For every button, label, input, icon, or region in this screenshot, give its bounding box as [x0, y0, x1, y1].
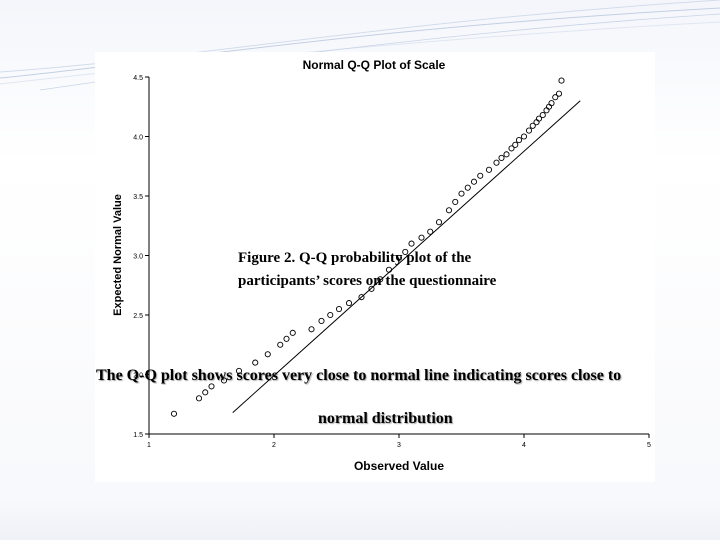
data-point — [327, 311, 334, 319]
reference-line-group — [232, 100, 581, 413]
data-point — [377, 276, 384, 283]
data-point — [545, 103, 553, 110]
x-tick-label: 3 — [397, 442, 401, 449]
x-axis-label: Observed Value — [354, 459, 444, 473]
data-point — [368, 285, 375, 292]
data-point — [289, 329, 296, 336]
chart-title: Normal Q-Q Plot of Scale — [303, 58, 446, 72]
y-tick-label: 2.0 — [133, 373, 143, 380]
data-point — [548, 100, 555, 107]
qq-plot: Normal Q-Q Plot of Scale Expected Normal… — [112, 58, 651, 473]
slide-footer-band — [0, 500, 720, 540]
data-point — [395, 254, 403, 261]
data-point — [525, 127, 533, 134]
data-point — [555, 90, 563, 97]
interpretation-note-line-2: normal distribution — [318, 410, 453, 427]
data-point — [498, 154, 505, 161]
data-point — [418, 234, 425, 241]
y-tick-label: 3.5 — [133, 194, 143, 201]
data-point — [539, 112, 546, 119]
y-tick-label: 1.5 — [133, 432, 143, 439]
data-point — [195, 395, 203, 402]
data-point — [358, 294, 365, 301]
data-point — [445, 207, 453, 214]
data-point — [308, 326, 315, 333]
x-tick-label: 1 — [147, 442, 151, 449]
data-point — [485, 166, 493, 173]
data-point — [520, 133, 528, 140]
data-point — [264, 351, 271, 358]
data-point — [427, 228, 434, 235]
x-tick-label: 5 — [647, 442, 651, 449]
data-point — [402, 248, 409, 255]
data-point — [345, 300, 353, 307]
data-point — [458, 190, 465, 197]
y-tick-label: 4.5 — [133, 75, 143, 82]
data-point — [533, 119, 540, 126]
data-point — [452, 198, 459, 205]
data-point — [535, 115, 543, 122]
data-point — [477, 172, 484, 179]
chart-panel: Normal Q-Q Plot of Scale Expected Normal… — [95, 52, 655, 482]
data-point — [529, 122, 536, 129]
y-tick-label: 4.0 — [133, 135, 143, 142]
data-point — [470, 178, 478, 185]
reference-line — [232, 100, 581, 413]
data-point — [464, 184, 471, 191]
data-point — [318, 317, 325, 325]
data-point — [335, 305, 343, 313]
data-point — [385, 266, 393, 273]
data-point — [202, 389, 209, 396]
data-point — [220, 377, 228, 384]
data-point — [493, 159, 500, 166]
data-point — [515, 137, 523, 144]
data-point — [408, 240, 415, 247]
plot-axes: 1.5 2.0 2.5 3.0 3.5 4.0 4.5 1 2 3 4 5 — [133, 75, 651, 449]
x-tick-label: 2 — [272, 442, 276, 449]
data-point — [503, 151, 510, 158]
data-point — [235, 367, 243, 374]
data-point — [283, 335, 290, 342]
data-point — [435, 219, 443, 226]
data-point — [508, 145, 515, 152]
y-tick-label: 3.0 — [133, 254, 143, 261]
data-point — [170, 410, 178, 417]
data-point — [208, 383, 215, 390]
data-point — [543, 107, 550, 114]
data-point — [277, 341, 284, 348]
figure-caption-line-1: Figure 2. Q-Q probability plot of the — [238, 250, 472, 266]
figure-caption-line-2: participants’ scores on the questionnair… — [238, 273, 497, 289]
y-tick-label: 2.5 — [133, 313, 143, 320]
data-point — [558, 77, 565, 84]
data-point — [512, 141, 519, 148]
interpretation-note-line-1: The Q-Q plot shows scores very close to … — [96, 367, 622, 384]
x-tick-label: 4 — [522, 442, 526, 449]
data-point — [552, 94, 559, 101]
y-axis-label: Expected Normal Value — [112, 194, 124, 316]
data-points — [170, 77, 565, 417]
data-point — [252, 359, 259, 366]
